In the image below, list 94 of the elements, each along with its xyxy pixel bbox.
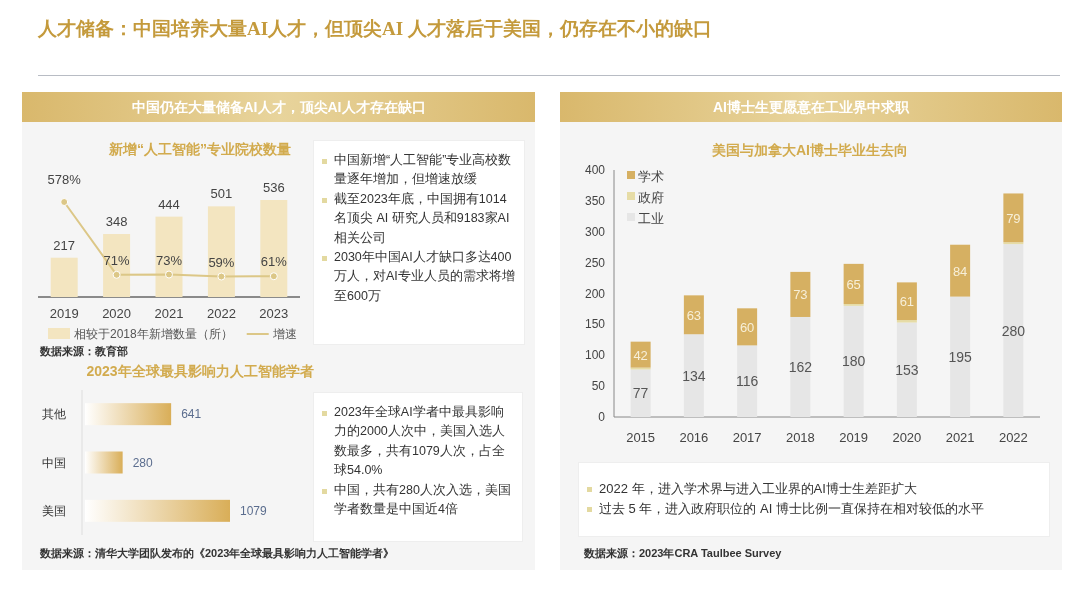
point [217, 272, 226, 281]
data-label: 77 [632, 385, 649, 402]
legend-label: 相较于2018年新增数量（所） [74, 327, 233, 341]
data-label: 73% [155, 252, 183, 268]
bar [896, 320, 917, 323]
y-tick-label: 中国 [42, 455, 66, 470]
x-tick-label: 2019 [49, 306, 79, 321]
bar [630, 369, 651, 417]
text: 人才储备：中国培养大量AI人才，但顶尖AI 人才落后于美国，仍存在不小的缺口 [37, 17, 713, 41]
data-label: 1079 [240, 503, 268, 518]
chart-title: 美国与加拿大AI博士毕业生去向 [711, 142, 908, 158]
data-label: 61% [260, 254, 288, 270]
text-card: 2023年全球AI学者中最具影响力的2000人次中，美国入选人数最多，共有1079人次，占全球54.0% 中国，共有280人次入选，美国学者数量是中国近4倍 [313, 392, 523, 542]
bar [737, 345, 758, 417]
y-tick-label: 350 [584, 193, 606, 208]
data-label: 79 [1006, 210, 1021, 226]
source-note: 数据来源：2023年CRA Taulbee Survey [584, 546, 782, 561]
y-tick-label: 300 [584, 224, 606, 239]
data-label: 162 [788, 358, 813, 375]
bar [155, 216, 183, 297]
text: AI博士生更愿意在工业界中求职 [560, 92, 1062, 122]
text: 中国仍在大量储备AI人才，顶尖AI人才存在缺口 [22, 92, 535, 122]
x-tick-label: 2015 [626, 430, 656, 445]
x-tick-label: 2017 [732, 430, 762, 445]
chart-title: 新增“人工智能”专业院校数量 [108, 141, 291, 157]
bar [103, 234, 131, 297]
bar [896, 282, 917, 321]
y-tick-label: 200 [584, 286, 606, 301]
bar [843, 305, 864, 417]
bar [1003, 244, 1024, 417]
y-tick-label: 其他 [42, 407, 66, 422]
data-label: 195 [948, 348, 973, 365]
data-label: 280 [1001, 322, 1026, 339]
x-tick-label: 2018 [785, 430, 815, 445]
bar [950, 244, 971, 297]
bar [683, 334, 704, 417]
legend-label: 工业 [638, 211, 664, 226]
y-tick-label: 100 [584, 348, 606, 363]
y-tick-label: 150 [584, 317, 606, 332]
data-label: 61 [899, 294, 915, 310]
data-label: 73 [793, 287, 808, 303]
bar [896, 322, 917, 417]
data-label: 578% [47, 172, 82, 187]
bar [790, 316, 811, 417]
data-label: 116 [735, 373, 759, 390]
x-tick-label: 2022 [206, 306, 236, 321]
x-tick-label: 2021 [154, 306, 184, 321]
point [112, 270, 121, 279]
source-note: 数据来源：清华大学团队发布的《2023年全球最具影响力人工智能学者》 [39, 547, 395, 560]
y-tick-label: 250 [584, 255, 606, 270]
point [269, 272, 278, 281]
x-tick-label: 2020 [102, 306, 132, 321]
x-tick-label: 2019 [839, 430, 869, 445]
data-label: 280 [132, 455, 153, 470]
bar [1003, 193, 1024, 243]
data-label: 134 [682, 367, 706, 384]
x-tick-label: 2020 [892, 430, 922, 445]
legend-label: 增速 [271, 327, 297, 341]
data-label: 501 [210, 186, 233, 202]
data-label: 42 [633, 347, 648, 363]
data-label: 217 [53, 237, 76, 253]
data-label: 536 [262, 180, 285, 195]
y-tick-label: 400 [584, 163, 606, 177]
source-note: 数据来源：教育部 [39, 345, 128, 357]
bar [950, 296, 971, 417]
x-tick-label: 2022 [998, 430, 1028, 445]
data-label: 444 [158, 196, 180, 212]
bar [790, 271, 811, 317]
data-label: 71% [103, 252, 131, 268]
data-label: 65 [846, 276, 861, 292]
data-label: 59% [208, 254, 235, 270]
x-tick-label: 2021 [945, 430, 975, 445]
legend-label: 学术 [638, 169, 664, 184]
point [60, 198, 69, 206]
text-card: 中国新增“人工智能”专业高校数量逐年增加，但增速放缓 截至2023年底，中国拥有1014名顶尖 AI 研究人员和9183家AI 相关公司 2030年中国AI人才缺口多达400万人，对AI专业人员的需求将增至600万 [313, 140, 525, 345]
y-tick-label: 50 [591, 379, 606, 394]
legend-label: 政府 [638, 190, 664, 205]
data-label: 60 [739, 319, 755, 335]
bar [260, 200, 288, 297]
point [165, 270, 173, 279]
data-label: 153 [895, 361, 919, 378]
data-label: 348 [105, 214, 128, 230]
chart-title: 2023年全球最具影响力人工智能学者 [86, 363, 314, 379]
data-label: 84 [952, 263, 968, 279]
y-tick-label: 0 [598, 410, 606, 424]
x-tick-label: 2016 [679, 430, 709, 445]
bar [207, 206, 235, 297]
data-label: 641 [181, 407, 202, 422]
bar [50, 257, 78, 297]
y-tick-label: 美国 [42, 503, 66, 518]
text-card: 2022 年，进入学术界与进入工业界的AI博士生差距扩大 过去 5 年，进入政府职位的 AI 博士比例一直保持在相对较低的水平 [578, 462, 1050, 537]
x-tick-label: 2023 [259, 306, 289, 321]
data-label: 180 [841, 353, 866, 370]
data-label: 63 [686, 307, 702, 323]
